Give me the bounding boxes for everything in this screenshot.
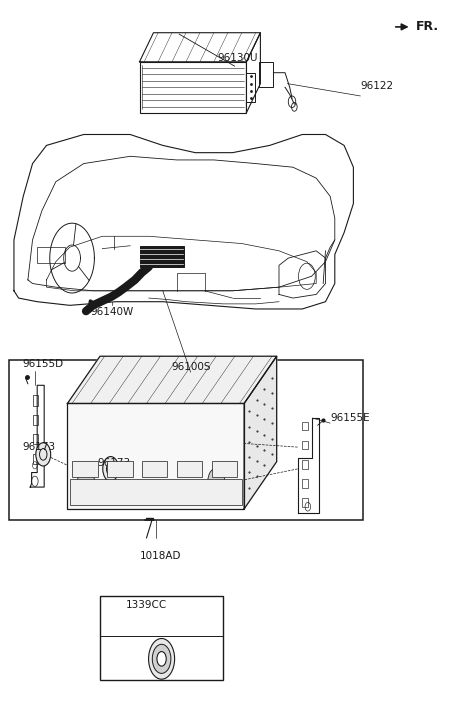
Text: 96155D: 96155D — [22, 359, 63, 369]
Bar — [67, 403, 244, 509]
Circle shape — [78, 468, 94, 494]
Bar — [37, 247, 65, 263]
Text: 96130U: 96130U — [217, 53, 258, 63]
Text: 96100S: 96100S — [171, 362, 210, 372]
Bar — [33, 415, 38, 425]
Bar — [302, 498, 308, 507]
Circle shape — [208, 468, 225, 494]
Bar — [33, 395, 38, 406]
Text: 1018AD: 1018AD — [140, 551, 181, 561]
Text: 96173: 96173 — [22, 442, 55, 452]
Circle shape — [103, 457, 119, 481]
Bar — [259, 62, 273, 87]
Circle shape — [152, 644, 171, 673]
Bar — [9, 360, 363, 520]
Bar — [70, 479, 242, 505]
Polygon shape — [67, 356, 277, 403]
Polygon shape — [244, 356, 277, 509]
Bar — [177, 462, 202, 478]
Bar — [33, 454, 38, 464]
Bar — [302, 422, 308, 430]
Text: 96140W: 96140W — [90, 307, 133, 317]
Circle shape — [149, 638, 175, 679]
Bar — [302, 441, 308, 449]
Circle shape — [36, 443, 51, 466]
Bar — [140, 62, 246, 113]
Bar — [302, 479, 308, 488]
Text: 96173: 96173 — [98, 458, 131, 468]
Bar — [140, 246, 184, 267]
Text: 96122: 96122 — [360, 81, 393, 91]
Bar — [246, 73, 255, 102]
Bar — [72, 462, 98, 478]
Text: 1339CC: 1339CC — [126, 600, 167, 610]
Circle shape — [157, 651, 166, 666]
Text: FR.: FR. — [416, 20, 439, 33]
Bar — [302, 460, 308, 469]
Bar — [142, 462, 167, 478]
Bar — [107, 462, 133, 478]
Text: 96155E: 96155E — [330, 413, 370, 423]
Bar — [212, 462, 237, 478]
Bar — [33, 434, 38, 444]
Bar — [100, 596, 223, 680]
